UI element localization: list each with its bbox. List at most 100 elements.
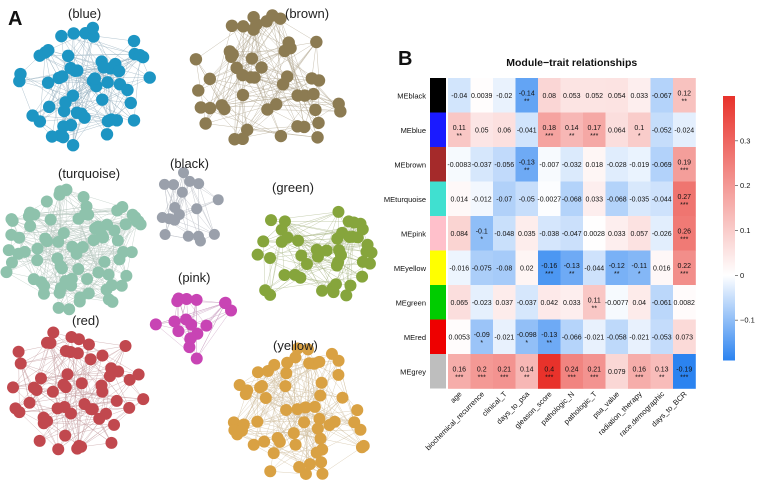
cell-value: 0.042 bbox=[540, 300, 558, 307]
cell-value: 0.21 bbox=[587, 366, 601, 373]
heatmap-cell bbox=[448, 216, 471, 251]
row-label: MEred bbox=[404, 333, 426, 342]
network-edge bbox=[164, 184, 174, 235]
network-node bbox=[219, 296, 232, 309]
network-node bbox=[274, 12, 287, 25]
network-node bbox=[23, 396, 36, 409]
cell-value: -0.037 bbox=[472, 162, 492, 169]
network-edge bbox=[209, 18, 281, 80]
network-edge bbox=[281, 211, 339, 231]
network-edge bbox=[39, 55, 131, 104]
network-node bbox=[281, 70, 294, 83]
network-edge bbox=[287, 41, 317, 77]
heatmap-cell bbox=[560, 319, 584, 355]
cell-value: 0.037 bbox=[495, 300, 513, 307]
network-node bbox=[115, 279, 128, 292]
network-node bbox=[203, 72, 217, 86]
cell-value: 0.04 bbox=[632, 300, 646, 307]
network-node bbox=[255, 380, 268, 393]
heatmap-cell bbox=[448, 78, 471, 113]
cell-value: 0.054 bbox=[608, 93, 626, 100]
network-node bbox=[314, 432, 327, 445]
cell-significance: *** bbox=[545, 271, 553, 278]
network-node bbox=[63, 303, 76, 316]
cell-value: -0.075 bbox=[472, 265, 492, 272]
cell-value: -0.12 bbox=[609, 263, 625, 270]
network-edge bbox=[52, 350, 67, 392]
network-edge bbox=[80, 407, 130, 448]
network-pink bbox=[149, 292, 238, 365]
cell-value: -0.019 bbox=[629, 162, 649, 169]
network-node bbox=[280, 404, 293, 417]
cell-value: 0.16 bbox=[452, 366, 466, 373]
network-node bbox=[111, 234, 124, 247]
heatmap-cell bbox=[538, 250, 561, 286]
network-node bbox=[105, 436, 118, 449]
cell-value: 0.1 bbox=[634, 125, 644, 132]
network-node bbox=[65, 272, 78, 285]
heatmap-cell bbox=[538, 285, 561, 320]
network-node bbox=[12, 345, 25, 358]
network-node bbox=[316, 284, 329, 297]
heatmap-cell bbox=[448, 147, 471, 182]
cell-value: -0.021 bbox=[494, 334, 514, 341]
network-node bbox=[18, 245, 31, 258]
colorbar-tick-label: 0.1 bbox=[740, 226, 750, 235]
network-node bbox=[356, 223, 369, 236]
network-node bbox=[97, 61, 110, 74]
network-node bbox=[183, 341, 196, 354]
network-edge bbox=[50, 342, 112, 444]
cell-value: 0.018 bbox=[585, 162, 603, 169]
network-node bbox=[85, 403, 98, 416]
cell-value: -0.068 bbox=[562, 196, 582, 203]
network-edge bbox=[293, 432, 362, 448]
cell-significance: * bbox=[480, 236, 483, 243]
network-edge bbox=[288, 42, 305, 127]
heatmap-cell bbox=[560, 78, 584, 113]
network-node bbox=[56, 130, 70, 144]
network-node bbox=[64, 407, 77, 420]
heatmap-cell bbox=[583, 112, 606, 148]
heatmap-cell bbox=[583, 250, 606, 286]
network-node bbox=[45, 130, 59, 143]
network-node bbox=[46, 385, 59, 398]
network-edge bbox=[77, 70, 108, 135]
network-node bbox=[64, 118, 78, 132]
network-node bbox=[313, 355, 326, 368]
heatmap-cell bbox=[493, 216, 516, 251]
cell-value: 0.17 bbox=[587, 125, 601, 132]
cell-significance: ** bbox=[547, 340, 553, 347]
heatmap-cell bbox=[493, 319, 516, 355]
cell-value: 0.073 bbox=[675, 334, 693, 341]
network-node bbox=[41, 414, 54, 427]
heatmap-cell bbox=[515, 181, 539, 217]
network-edge bbox=[261, 385, 363, 448]
cell-value: 0.033 bbox=[630, 93, 648, 100]
heatmap-cell bbox=[673, 181, 696, 217]
cell-value: -0.0027 bbox=[537, 196, 561, 203]
cell-value: -0.0083 bbox=[447, 162, 471, 169]
heatmap-cell bbox=[673, 147, 696, 182]
heatmap-cell bbox=[515, 147, 539, 182]
row-label: MEgrey bbox=[400, 367, 426, 376]
network-node bbox=[102, 268, 115, 281]
network-edge bbox=[319, 361, 358, 411]
heatmap-cell bbox=[448, 181, 471, 217]
cell-value: -0.13 bbox=[519, 159, 535, 166]
network-edge bbox=[209, 78, 298, 96]
network-node bbox=[55, 29, 68, 43]
heatmap-cell bbox=[583, 285, 606, 320]
network-node bbox=[255, 61, 268, 74]
heatmap-cell bbox=[538, 181, 561, 217]
network-node bbox=[244, 71, 258, 84]
network-node bbox=[108, 224, 121, 237]
network-node bbox=[82, 338, 95, 351]
network-edge bbox=[34, 206, 87, 215]
network-brown bbox=[189, 9, 347, 146]
network-yellow bbox=[227, 342, 370, 480]
network-node bbox=[88, 72, 102, 85]
heatmap-cell bbox=[493, 147, 516, 182]
network-node bbox=[223, 45, 237, 58]
cell-value: -0.028 bbox=[607, 162, 627, 169]
network-edge bbox=[256, 24, 341, 112]
